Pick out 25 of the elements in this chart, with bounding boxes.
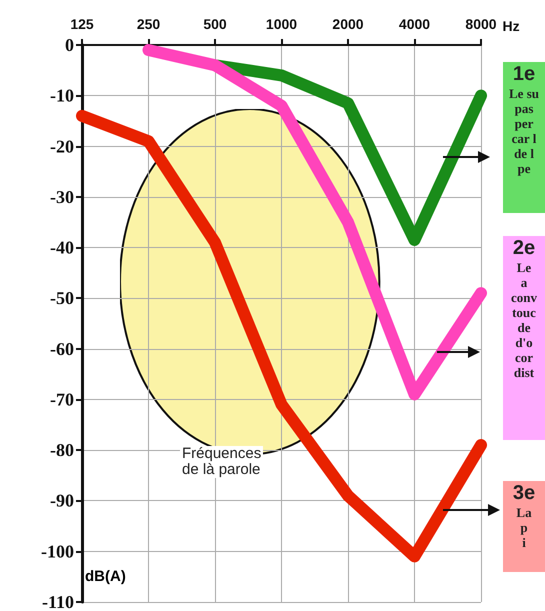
y-tick-label: -90 [50, 490, 74, 511]
y-tick-label: -80 [50, 440, 74, 460]
y-tick-label: -30 [50, 186, 74, 207]
text: 2e Le a conv touc de d'o cor dist [511, 237, 537, 380]
y-tick-label: -60 [50, 338, 74, 359]
y-tick-label: -50 [50, 288, 74, 308]
text: 1e Le su pas per car l de l pe [508, 62, 540, 176]
y-tick-label: -70 [50, 389, 74, 410]
annotation: Fréquences de là parole [180, 445, 264, 478]
x-axis-title: Hz [502, 18, 520, 34]
y-tick-label: -40 [50, 238, 74, 258]
y-tick-label: -10 [50, 86, 74, 106]
x-tick-label: 4000 [398, 16, 430, 32]
x-tick-label: 250 [136, 16, 160, 32]
y-tick-label: -20 [50, 136, 74, 156]
y-axis-title: dB(A) [85, 568, 126, 585]
y-tick-label: -100 [41, 541, 74, 562]
y-tick-label: 0 [65, 35, 74, 55]
y-tick-label: -110 [42, 592, 74, 611]
x-tick-label: 125 [70, 16, 94, 32]
x-tick-label: 500 [203, 16, 227, 32]
x-tick-label: 1000 [266, 16, 298, 32]
x-tick-label: 2000 [332, 16, 364, 32]
text: 3e La p i [512, 481, 536, 550]
x-tick-label: 8000 [465, 16, 497, 32]
